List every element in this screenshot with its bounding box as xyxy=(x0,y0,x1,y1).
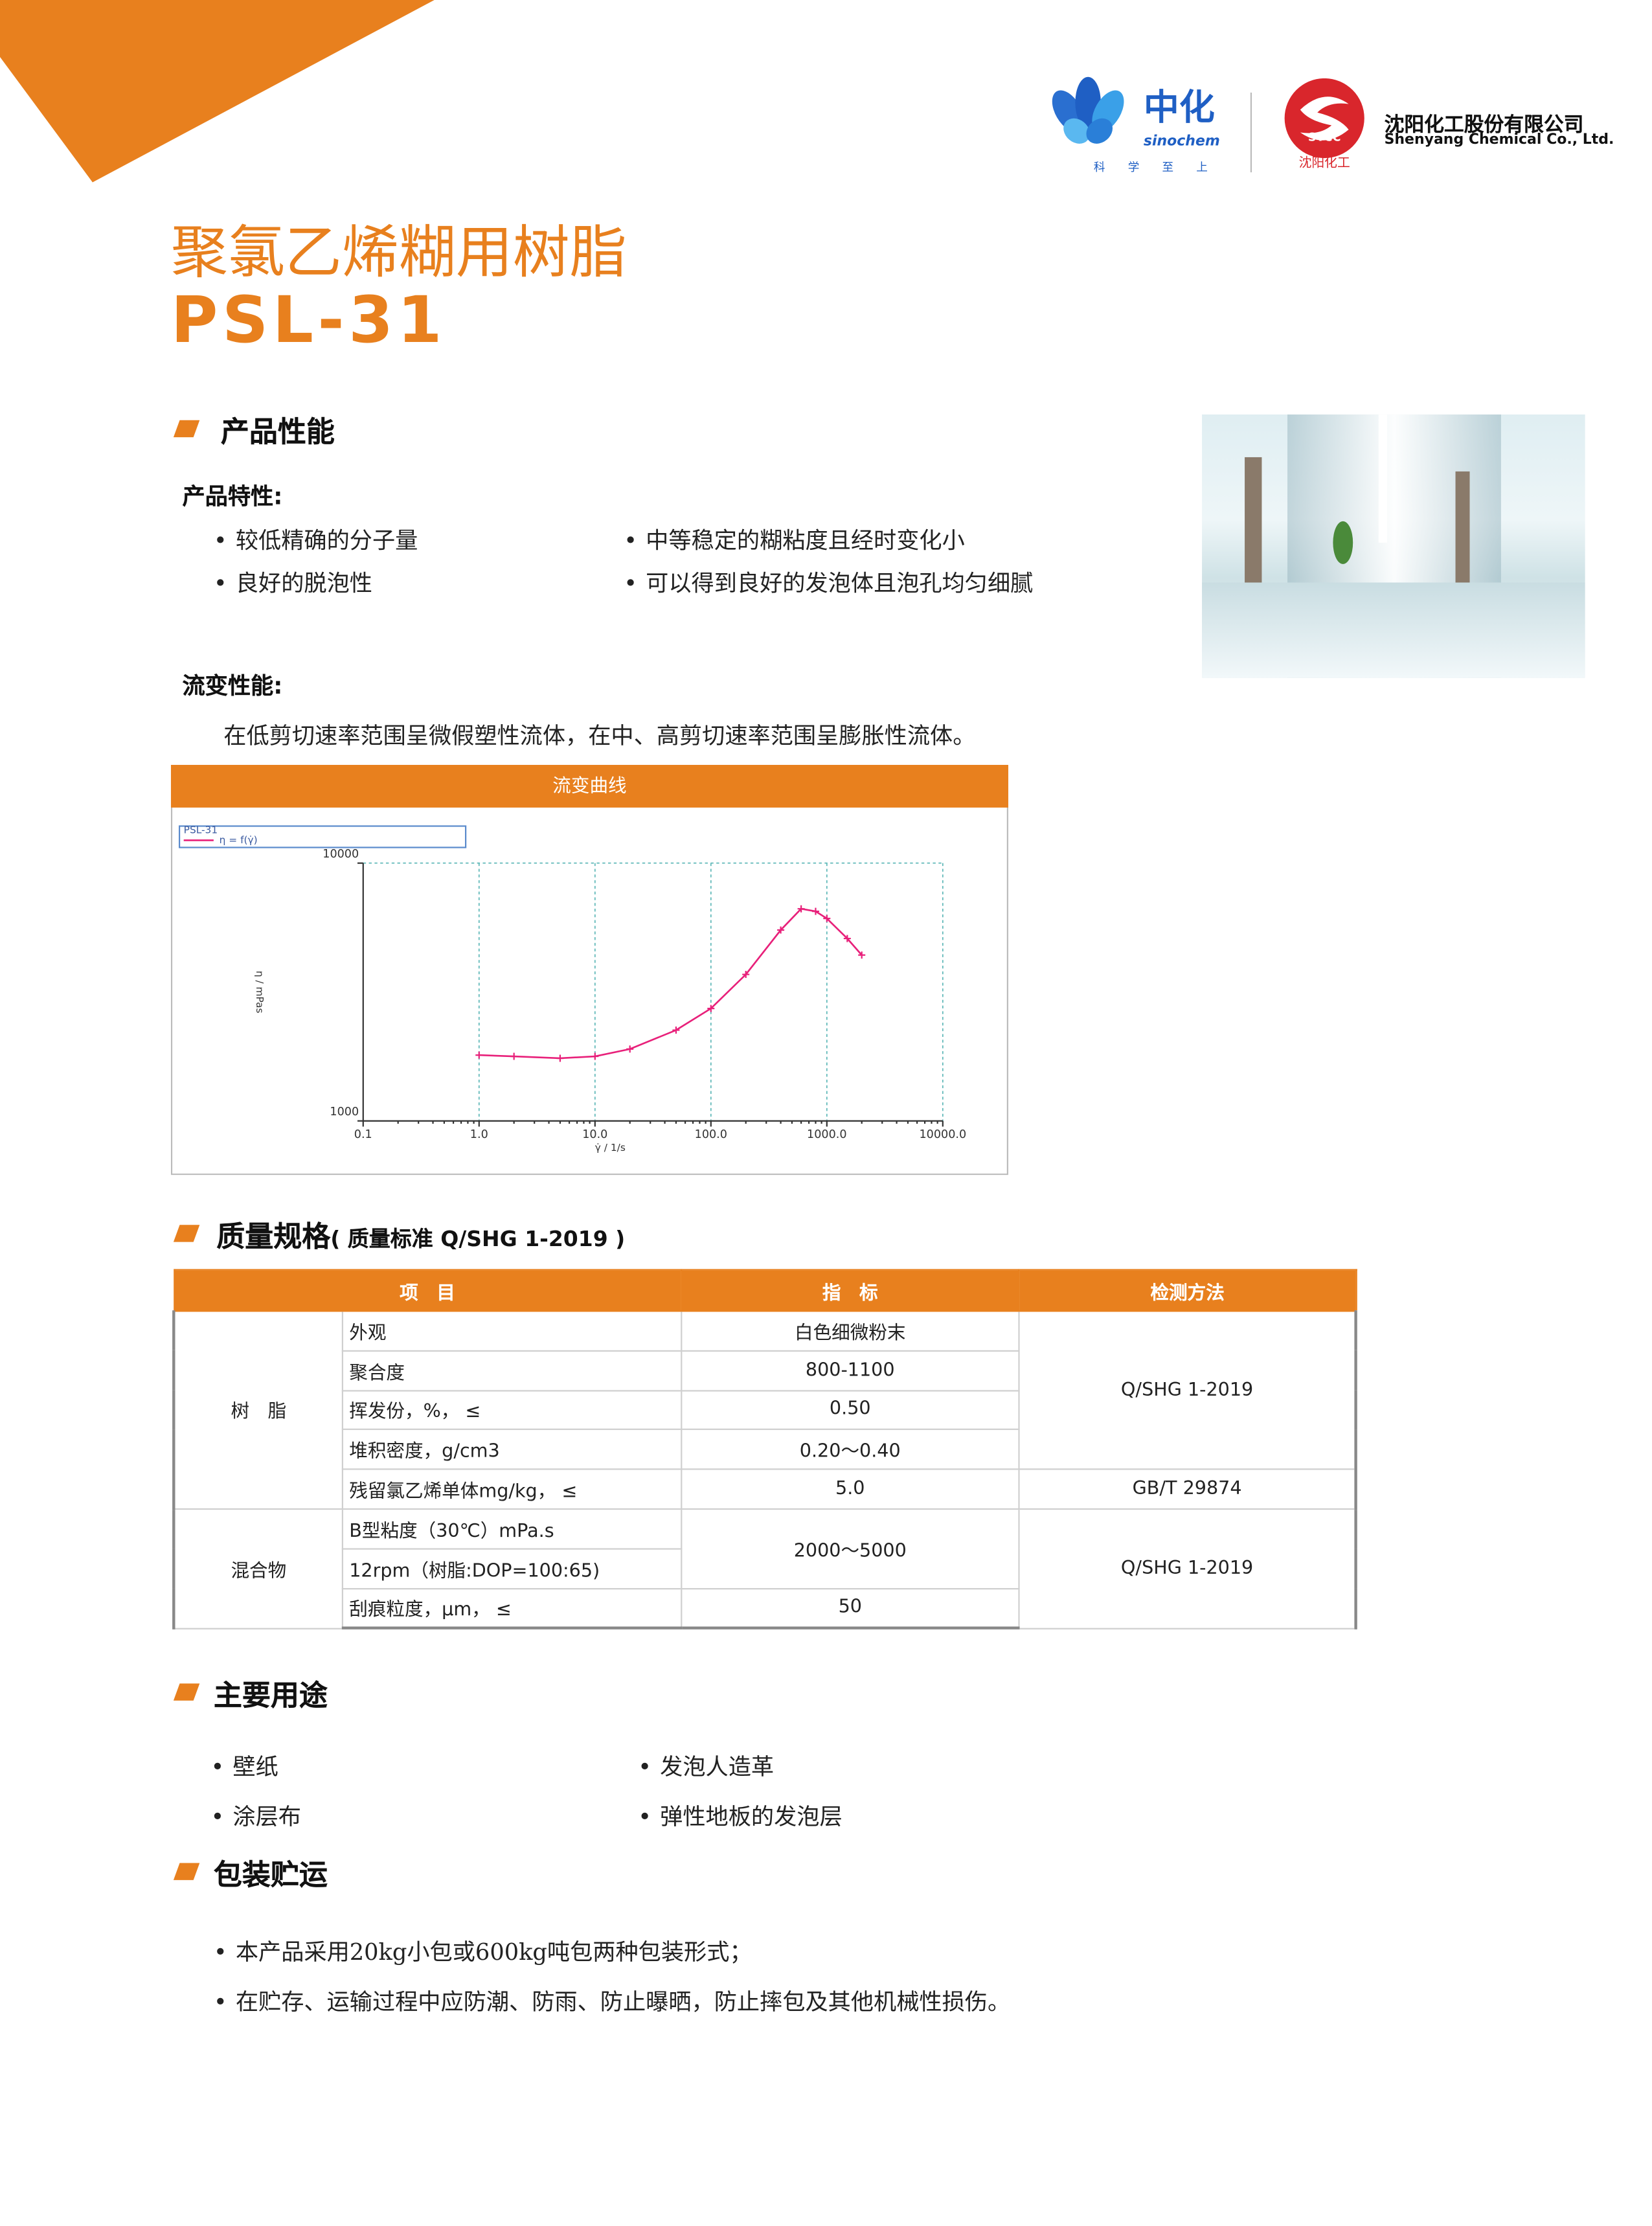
data-point xyxy=(843,935,851,942)
slogan: 上 xyxy=(1196,161,1208,174)
data-point xyxy=(510,1052,518,1060)
method-cell: Q/SHG 1-2019 xyxy=(1018,1310,1357,1470)
header-row: 项 目 指 标 检测方法 xyxy=(173,1269,1357,1312)
column-header: 检测方法 xyxy=(1018,1269,1357,1312)
group-cell: 混合物 xyxy=(172,1508,344,1630)
data-point xyxy=(823,914,831,922)
use-item: 壁纸 xyxy=(210,1747,278,1782)
legend-title: PSL-31 xyxy=(184,824,218,835)
sinochem-logo: 中化 sinochem 科 学 至 上 xyxy=(1052,76,1220,174)
spec-cell: 50 xyxy=(680,1587,1020,1630)
x-axis-label: γ̇ / 1/s xyxy=(595,1142,626,1153)
product-title: 聚氯乙烯糊用树脂 xyxy=(170,220,627,287)
subheading: 产品特性: xyxy=(182,483,283,510)
packaging-item: 在贮存、运输过程中应防潮、防雨、防止曝晒，防止摔包及其他机械性损伤。 xyxy=(214,1982,1010,2017)
chart-header xyxy=(170,764,1008,808)
data-point xyxy=(591,1052,599,1060)
item-cell: 堆积密度，g/cm3 xyxy=(342,1429,682,1470)
orange-triangle xyxy=(0,0,435,183)
data-line xyxy=(479,907,863,1060)
x-tick-label: 10.0 xyxy=(582,1128,607,1141)
y-tick-label: 1000 xyxy=(330,1106,359,1119)
item-cell: 挥发份，%， ≤ xyxy=(342,1389,682,1431)
feature: 良好的脱泡性 xyxy=(214,564,372,598)
data-point xyxy=(742,971,750,979)
item-cell: 12rpm（树脂:DOP=100:65) xyxy=(342,1547,682,1589)
chart-title: 流变曲线 xyxy=(552,775,626,797)
group-cell: 树 脂 xyxy=(172,1310,344,1510)
item-cell: 外观 xyxy=(342,1310,682,1352)
item-cell: B型粘度（30℃）mPa.s xyxy=(342,1508,682,1550)
y-tick-label: 10000 xyxy=(322,848,359,861)
section-marker xyxy=(173,420,200,438)
slogan: 科 xyxy=(1094,161,1105,174)
rheology-text: 在低剪切速率范围呈微假塑性流体，在中、高剪切速率范围呈膨胀性流体。 xyxy=(223,721,976,749)
spec-cell: 0.50 xyxy=(680,1389,1020,1431)
x-tick-label: 0.1 xyxy=(354,1128,372,1141)
packaging-item: 本产品采用20kg小包或600kg吨包两种包装形式； xyxy=(214,1933,752,1967)
use-item: 发泡人造革 xyxy=(638,1747,774,1782)
section-heading: 产品性能 xyxy=(220,414,335,449)
rheology-chart: 流变曲线 PSL-31 0.1 1.0 10.0 100.0 1000.0 10000.0… xyxy=(170,764,1008,1175)
method-cell: Q/SHG 1-2019 xyxy=(1018,1508,1357,1630)
corner-decoration xyxy=(0,0,435,183)
subheading: 流变性能: xyxy=(182,672,283,699)
data-point xyxy=(777,926,785,934)
item-cell: 残留氯乙烯单体mg/kg， ≤ xyxy=(342,1468,682,1510)
use-item: 弹性地板的发泡层 xyxy=(638,1797,843,1832)
spec-cell: 800-1100 xyxy=(680,1350,1020,1391)
slogan: 至 xyxy=(1162,161,1173,174)
product-model: PSL-31 xyxy=(170,282,447,358)
spec-cell: 2000～5000 xyxy=(680,1508,1020,1589)
feature: 较低精确的分子量 xyxy=(214,521,418,556)
data-point xyxy=(858,951,866,959)
slogan: 学 xyxy=(1128,161,1140,174)
feature: 中等稳定的糊粘度且经时变化小 xyxy=(624,521,965,556)
data-point xyxy=(707,1005,715,1012)
y-axis-label: η / mPas xyxy=(254,971,266,1014)
section-heading: 主要用途 xyxy=(213,1677,328,1712)
standard: ( 质量标准 Q/SHG 1-2019 ) xyxy=(330,1226,626,1253)
section-heading: 包装贮运 xyxy=(213,1857,328,1892)
item-cell: 聚合度 xyxy=(342,1350,682,1391)
logo-en: sinochem xyxy=(1144,133,1220,149)
legend-label: η = f(γ̇) xyxy=(220,834,258,846)
sycc-cn: 沈阳化工 xyxy=(1299,155,1350,170)
x-tick-label: 1.0 xyxy=(470,1128,488,1141)
sycc-badge: SYCC xyxy=(1308,131,1341,144)
x-tick-label: 100.0 xyxy=(695,1128,727,1141)
x-tick-label: 10000.0 xyxy=(919,1128,966,1141)
quality-table: 项 目 指 标 检测方法 树 脂外观 白色细微粉末 Q/SHG 1-2019 聚合度… xyxy=(172,1269,1357,1630)
data-point xyxy=(475,1051,483,1059)
column-header: 项 目 xyxy=(173,1269,682,1312)
section-marker xyxy=(173,1683,200,1701)
spec-cell: 0.20～0.40 xyxy=(680,1429,1020,1470)
data-point xyxy=(811,907,819,915)
data-point xyxy=(797,905,805,913)
method-cell: GB/T 29874 xyxy=(1018,1468,1357,1510)
legend-box xyxy=(178,825,467,848)
spec-cell: 白色细微粉末 xyxy=(680,1310,1020,1352)
data-point xyxy=(626,1045,634,1053)
company-cn: 沈阳化工股份有限公司 xyxy=(1384,113,1584,137)
section-marker xyxy=(173,1225,200,1242)
data-point xyxy=(556,1054,564,1062)
column-header: 指 标 xyxy=(680,1269,1020,1312)
sycc-logo: SYCC 沈阳化工 xyxy=(1284,78,1364,170)
item-cell: 刮痕粒度，μm， ≤ xyxy=(342,1587,682,1630)
section-marker xyxy=(173,1863,200,1880)
company-en: Shenyang Chemical Co., Ltd. xyxy=(1384,132,1614,148)
spec-cell: 5.0 xyxy=(680,1468,1020,1510)
data-point xyxy=(672,1027,680,1034)
use-item: 涂层布 xyxy=(210,1797,301,1832)
feature: 可以得到良好的发泡体且泡孔均匀细腻 xyxy=(624,564,1033,598)
section-heading: 质量规格( 质量标准 Q/SHG 1-2019 ) xyxy=(216,1214,625,1255)
x-tick-label: 1000.0 xyxy=(807,1128,847,1141)
corridor-photo xyxy=(1202,414,1585,678)
divider xyxy=(1250,92,1252,173)
heading-text: 质量规格 xyxy=(216,1219,331,1254)
logo-cn: 中化 xyxy=(1144,87,1215,128)
